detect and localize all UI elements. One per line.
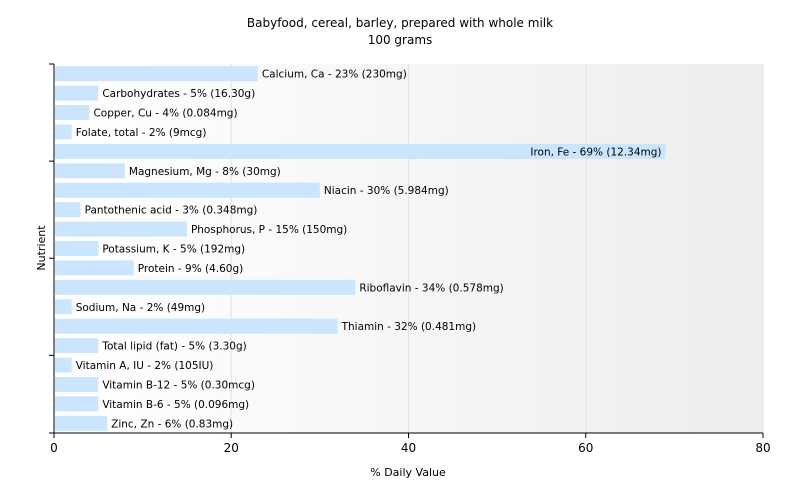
- bar-label: Total lipid (fat) - 5% (3.30g): [101, 341, 246, 353]
- bar-label: Carbohydrates - 5% (16.30g): [102, 88, 255, 100]
- x-tick-label: 60: [578, 441, 593, 455]
- x-tick-label: 0: [50, 441, 58, 455]
- bar-label: Magnesium, Mg - 8% (30mg): [129, 166, 281, 178]
- bar: [55, 124, 72, 140]
- bar-label: Sodium, Na - 2% (49mg): [76, 302, 205, 314]
- bar: [55, 376, 99, 392]
- bar-label: Vitamin B-6 - 5% (0.096mg): [102, 399, 249, 411]
- bar-label: Niacin - 30% (5.984mg): [324, 185, 449, 197]
- bar: [55, 241, 99, 256]
- bar: [55, 202, 81, 218]
- x-axis-label: % Daily Value: [370, 466, 446, 479]
- chart-subtitle: 100 grams: [368, 33, 433, 47]
- bar: [55, 279, 356, 295]
- bar-label: Pantothenic acid - 3% (0.348mg): [85, 205, 258, 217]
- bar: [55, 415, 108, 431]
- bar: [55, 221, 187, 237]
- bar: [55, 66, 258, 82]
- bar: [55, 357, 72, 373]
- bar: [55, 299, 72, 315]
- bar-label: Riboflavin - 34% (0.578mg): [359, 282, 503, 294]
- bar: [55, 396, 99, 412]
- x-tick-label: 40: [401, 441, 416, 455]
- bar: [55, 318, 338, 334]
- bar-label: Phosphorus, P - 15% (150mg): [191, 224, 347, 236]
- bar-label: Vitamin B-12 - 5% (0.30mcg): [102, 379, 255, 391]
- bar-label: Copper, Cu - 4% (0.084mg): [93, 108, 237, 120]
- bar: [55, 163, 125, 179]
- bar-label: Calcium, Ca - 23% (230mg): [262, 69, 407, 81]
- chart-title: Babyfood, cereal, barley, prepared with …: [247, 16, 553, 30]
- bar-label: Vitamin A, IU - 2% (105IU): [76, 360, 214, 372]
- x-tick-label: 20: [224, 441, 239, 455]
- bar-label: Potassium, K - 5% (192mg): [102, 244, 245, 256]
- bar: [55, 105, 90, 121]
- bar: [55, 260, 134, 276]
- bar: [55, 85, 99, 101]
- bar-label: Protein - 9% (4.60g): [138, 263, 244, 275]
- bar-label: Thiamin - 32% (0.481mg): [341, 321, 477, 333]
- bar: [55, 182, 320, 198]
- bar: [55, 338, 99, 354]
- bar-label: Zinc, Zn - 6% (0.83mg): [111, 418, 233, 430]
- bar-label: Iron, Fe - 69% (12.34mg): [530, 146, 661, 158]
- x-tick-label: 80: [755, 441, 770, 455]
- y-axis-label: Nutrient: [35, 225, 48, 271]
- bar-label: Folate, total - 2% (9mcg): [76, 127, 207, 139]
- bar: [55, 143, 666, 159]
